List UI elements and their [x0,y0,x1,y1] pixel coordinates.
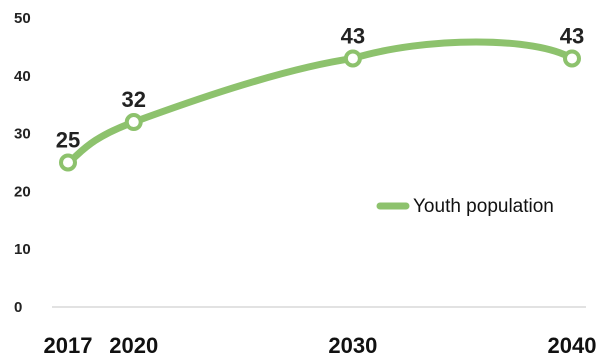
y-tick-label: 30 [14,126,31,143]
data-label: 32 [121,87,145,112]
y-tick-label: 50 [14,10,31,27]
data-point [124,113,143,132]
data-point [563,49,581,68]
data-labels: 25 32 43 43 [56,23,584,152]
x-tick-label: 2017 [44,333,93,358]
y-tick-label: 0 [14,299,22,316]
y-tick-label: 20 [14,183,31,200]
legend-label: Youth population [413,196,554,217]
data-label: 43 [341,23,365,48]
data-point [343,49,362,68]
x-tick-label: 2030 [328,333,377,358]
series-line-youth-population [64,38,576,166]
x-tick-label: 2020 [109,333,158,358]
data-point [59,153,77,172]
data-points [59,49,581,172]
x-tick-label: 2040 [548,333,597,358]
y-axis-ticks: 0 10 20 30 40 50 [14,10,31,316]
legend: Youth population [376,196,554,217]
data-label: 25 [56,128,80,153]
y-tick-label: 40 [14,68,31,85]
x-axis-ticks: 2017 2020 2030 2040 [44,333,597,358]
y-tick-label: 10 [14,241,31,258]
data-label: 43 [560,23,584,48]
